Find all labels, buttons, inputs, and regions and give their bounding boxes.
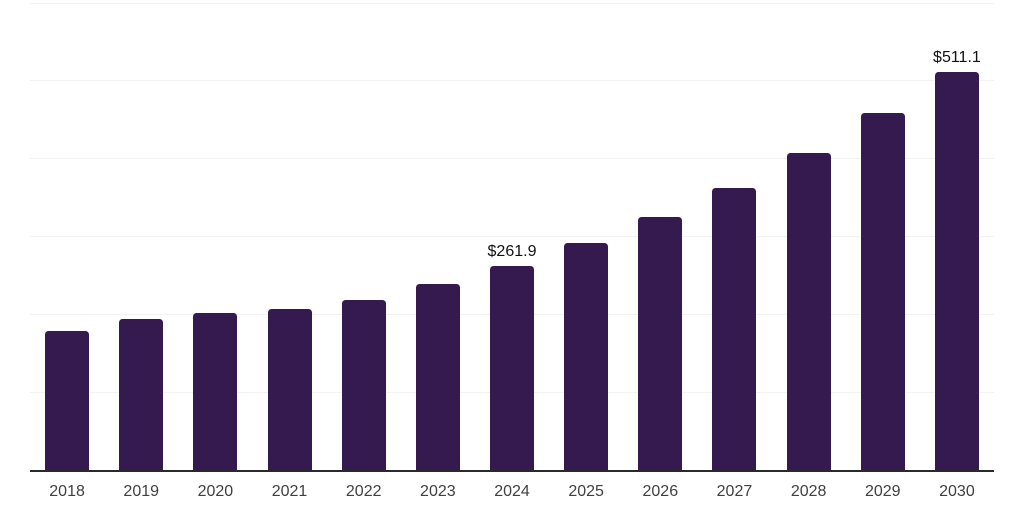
bar-2026[interactable] (638, 216, 683, 470)
x-tick-2026: 2026 (642, 483, 679, 500)
bar-2018[interactable] (45, 331, 90, 470)
bar-2030[interactable] (934, 71, 979, 470)
x-tick-2018: 2018 (49, 483, 85, 500)
x-tick-2022: 2022 (345, 483, 382, 500)
data-label-2024: $261.9 (487, 242, 537, 260)
x-tick-2027: 2027 (716, 483, 753, 500)
x-axis-line (30, 470, 994, 472)
bar-2019[interactable] (119, 318, 164, 470)
bar-2021[interactable] (267, 309, 312, 470)
bar-2028[interactable] (786, 152, 831, 470)
x-tick-2029: 2029 (864, 483, 901, 500)
bar-2027[interactable] (712, 187, 757, 470)
x-tick-2024: 2024 (494, 483, 530, 500)
gridline-600 (30, 2, 994, 4)
gridline-400 (30, 158, 994, 160)
bar-2023[interactable] (415, 283, 460, 470)
x-tick-2030: 2030 (939, 483, 975, 500)
bar-2029[interactable] (860, 113, 905, 470)
x-tick-2025: 2025 (568, 483, 604, 500)
x-tick-2023: 2023 (420, 483, 456, 500)
x-tick-2020: 2020 (197, 483, 234, 500)
x-tick-2028: 2028 (790, 483, 827, 500)
bar-2022[interactable] (341, 299, 386, 470)
bar-2020[interactable] (193, 312, 238, 470)
data-label-2030: $511.1 (933, 48, 981, 66)
gridline-300 (30, 236, 994, 238)
gridline-500 (30, 80, 994, 82)
bar-2024[interactable] (490, 265, 534, 470)
bar-2025[interactable] (564, 243, 609, 470)
x-tick-2019: 2019 (123, 483, 160, 500)
x-tick-2021: 2021 (271, 483, 308, 500)
